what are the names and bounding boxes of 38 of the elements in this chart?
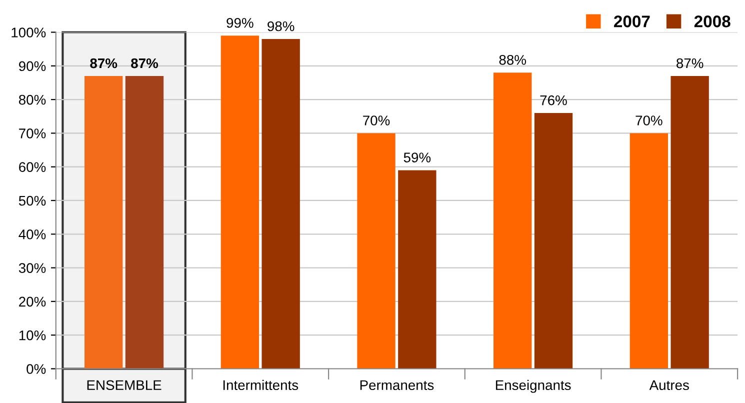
y-tick-label: 50% <box>18 196 46 206</box>
bar <box>125 76 164 369</box>
data-label: 99% <box>226 18 254 28</box>
legend-label: 2007 <box>614 16 650 28</box>
data-label: 70% <box>636 116 662 126</box>
bar <box>357 133 396 369</box>
data-label: 87% <box>131 58 158 68</box>
y-tick-label: 100% <box>12 28 46 38</box>
data-label: 70% <box>363 116 390 126</box>
y-tick-label: 10% <box>19 330 46 340</box>
bar <box>398 170 436 369</box>
bar <box>262 38 300 369</box>
y-tick-label: 0% <box>26 364 46 374</box>
y-tick-label: 20% <box>19 296 46 307</box>
bar <box>220 36 260 369</box>
y-tick-label: 60% <box>19 162 46 172</box>
y-tick-label: 90% <box>19 61 46 72</box>
data-label: 76% <box>540 95 567 106</box>
bar <box>534 113 573 369</box>
x-tick-label: ENSEMBLE <box>87 380 162 390</box>
x-tick-label: Intermittents <box>223 380 298 390</box>
data-label: 88% <box>499 54 526 65</box>
x-tick-label: Enseignants <box>496 380 571 393</box>
data-label: 87% <box>676 58 704 68</box>
y-tick-label: 70% <box>19 128 46 138</box>
bar <box>630 133 668 369</box>
data-label: 98% <box>268 21 294 32</box>
legend-label: 2008 <box>694 16 730 28</box>
y-tick-label: 30% <box>18 263 46 273</box>
y-tick-label: 80% <box>18 94 46 105</box>
data-label: 59% <box>404 152 431 162</box>
x-tick-label: Permanents <box>360 380 434 390</box>
x-tick-label: Autres <box>649 380 689 390</box>
data-label: 87% <box>90 58 118 68</box>
y-tick-label: 40% <box>18 229 46 240</box>
bar <box>84 76 123 369</box>
bar <box>494 72 532 369</box>
bar <box>670 76 709 369</box>
